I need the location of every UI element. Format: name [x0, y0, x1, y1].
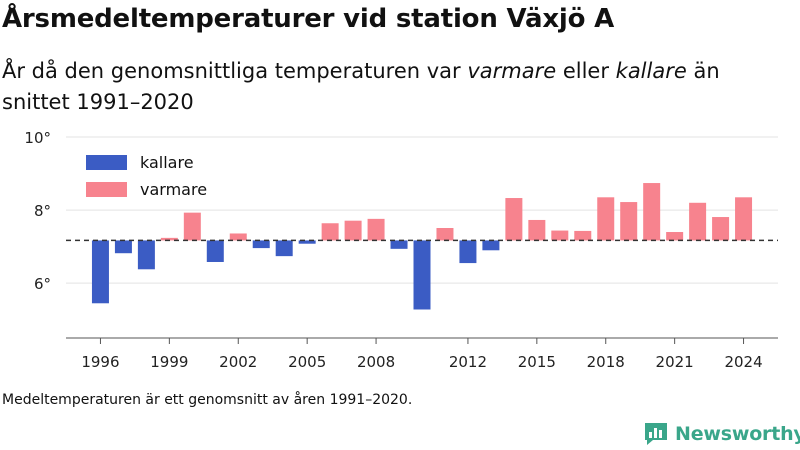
bar-2022	[689, 202, 707, 241]
brand-name: Newsworthy	[675, 423, 800, 445]
chart-subtitle: År då den genomsnittliga temperaturen va…	[2, 56, 782, 118]
subtitle-warmer-word: varmare	[467, 59, 557, 83]
x-tick-label: 2002	[219, 353, 257, 371]
bar-1998	[137, 240, 155, 270]
bar-2006	[321, 223, 339, 241]
x-tick-label: 2021	[656, 353, 694, 371]
bar-2020	[643, 183, 661, 241]
footnote: Medeltemperaturen är ett genomsnitt av å…	[2, 392, 413, 408]
legend: kallare varmare	[86, 153, 207, 199]
bar-2003	[252, 240, 270, 249]
bar-2019	[620, 202, 638, 241]
bar-2024	[735, 197, 753, 241]
bar-2000	[183, 212, 201, 241]
bar-2015	[528, 219, 546, 241]
x-tick-label: 2024	[724, 353, 762, 371]
legend-label-warmer: varmare	[140, 180, 207, 199]
y-axis: 6° 8° 10°	[24, 129, 51, 293]
bar-2007	[344, 220, 362, 241]
newsworthy-logo-icon	[645, 423, 667, 445]
bar-2012	[459, 240, 477, 264]
y-tick-label: 10°	[24, 129, 51, 147]
subtitle-colder-word: kallare	[615, 59, 687, 83]
x-tick-label: 2015	[518, 353, 556, 371]
brand-logo: Newsworthy	[643, 419, 800, 449]
bar-2009	[390, 240, 408, 249]
x-tick-label: 1996	[81, 353, 119, 371]
subtitle-text: än snittet 1991–2020	[2, 59, 720, 114]
legend-swatch-colder	[86, 155, 127, 170]
x-tick-label: 1999	[150, 353, 188, 371]
bar-1999	[160, 237, 178, 241]
y-tick-label: 6°	[34, 275, 51, 293]
bar-chart: 6° 8° 10° 1996 1999 2002 2005 2008 2012 2015 2018…	[24, 129, 778, 371]
x-tick-label: 2018	[587, 353, 625, 371]
subtitle-text: eller	[556, 59, 616, 83]
bar-2001	[206, 240, 224, 262]
bar-2018	[597, 197, 615, 241]
bar-2002	[229, 233, 247, 241]
bar-series	[91, 183, 753, 310]
bar-2005	[298, 240, 316, 244]
subtitle-text: År då den genomsnittliga temperaturen va…	[2, 59, 468, 83]
bar-1997	[114, 240, 132, 254]
bar-2004	[275, 240, 293, 257]
bar-2023	[712, 217, 730, 241]
bar-2008	[367, 218, 385, 241]
x-tick-label: 2005	[288, 353, 326, 371]
y-tick-label: 8°	[34, 202, 51, 220]
legend-label-colder: kallare	[140, 153, 194, 172]
x-tick-label: 2008	[357, 353, 395, 371]
bar-2017	[574, 230, 592, 241]
bar-2010	[413, 240, 431, 310]
x-axis: 1996 1999 2002 2005 2008 2012 2015 2018 2021 2024	[81, 338, 763, 371]
chart-title: Årsmedeltemperaturer vid station Växjö A	[2, 4, 615, 34]
legend-swatch-warmer	[86, 182, 127, 197]
bar-1996	[91, 240, 109, 304]
bar-2013	[482, 240, 500, 251]
x-tick-label: 2012	[449, 353, 487, 371]
bar-2014	[505, 198, 523, 241]
bar-2011	[436, 227, 454, 241]
bar-2021	[666, 232, 684, 241]
bar-2016	[551, 230, 569, 241]
